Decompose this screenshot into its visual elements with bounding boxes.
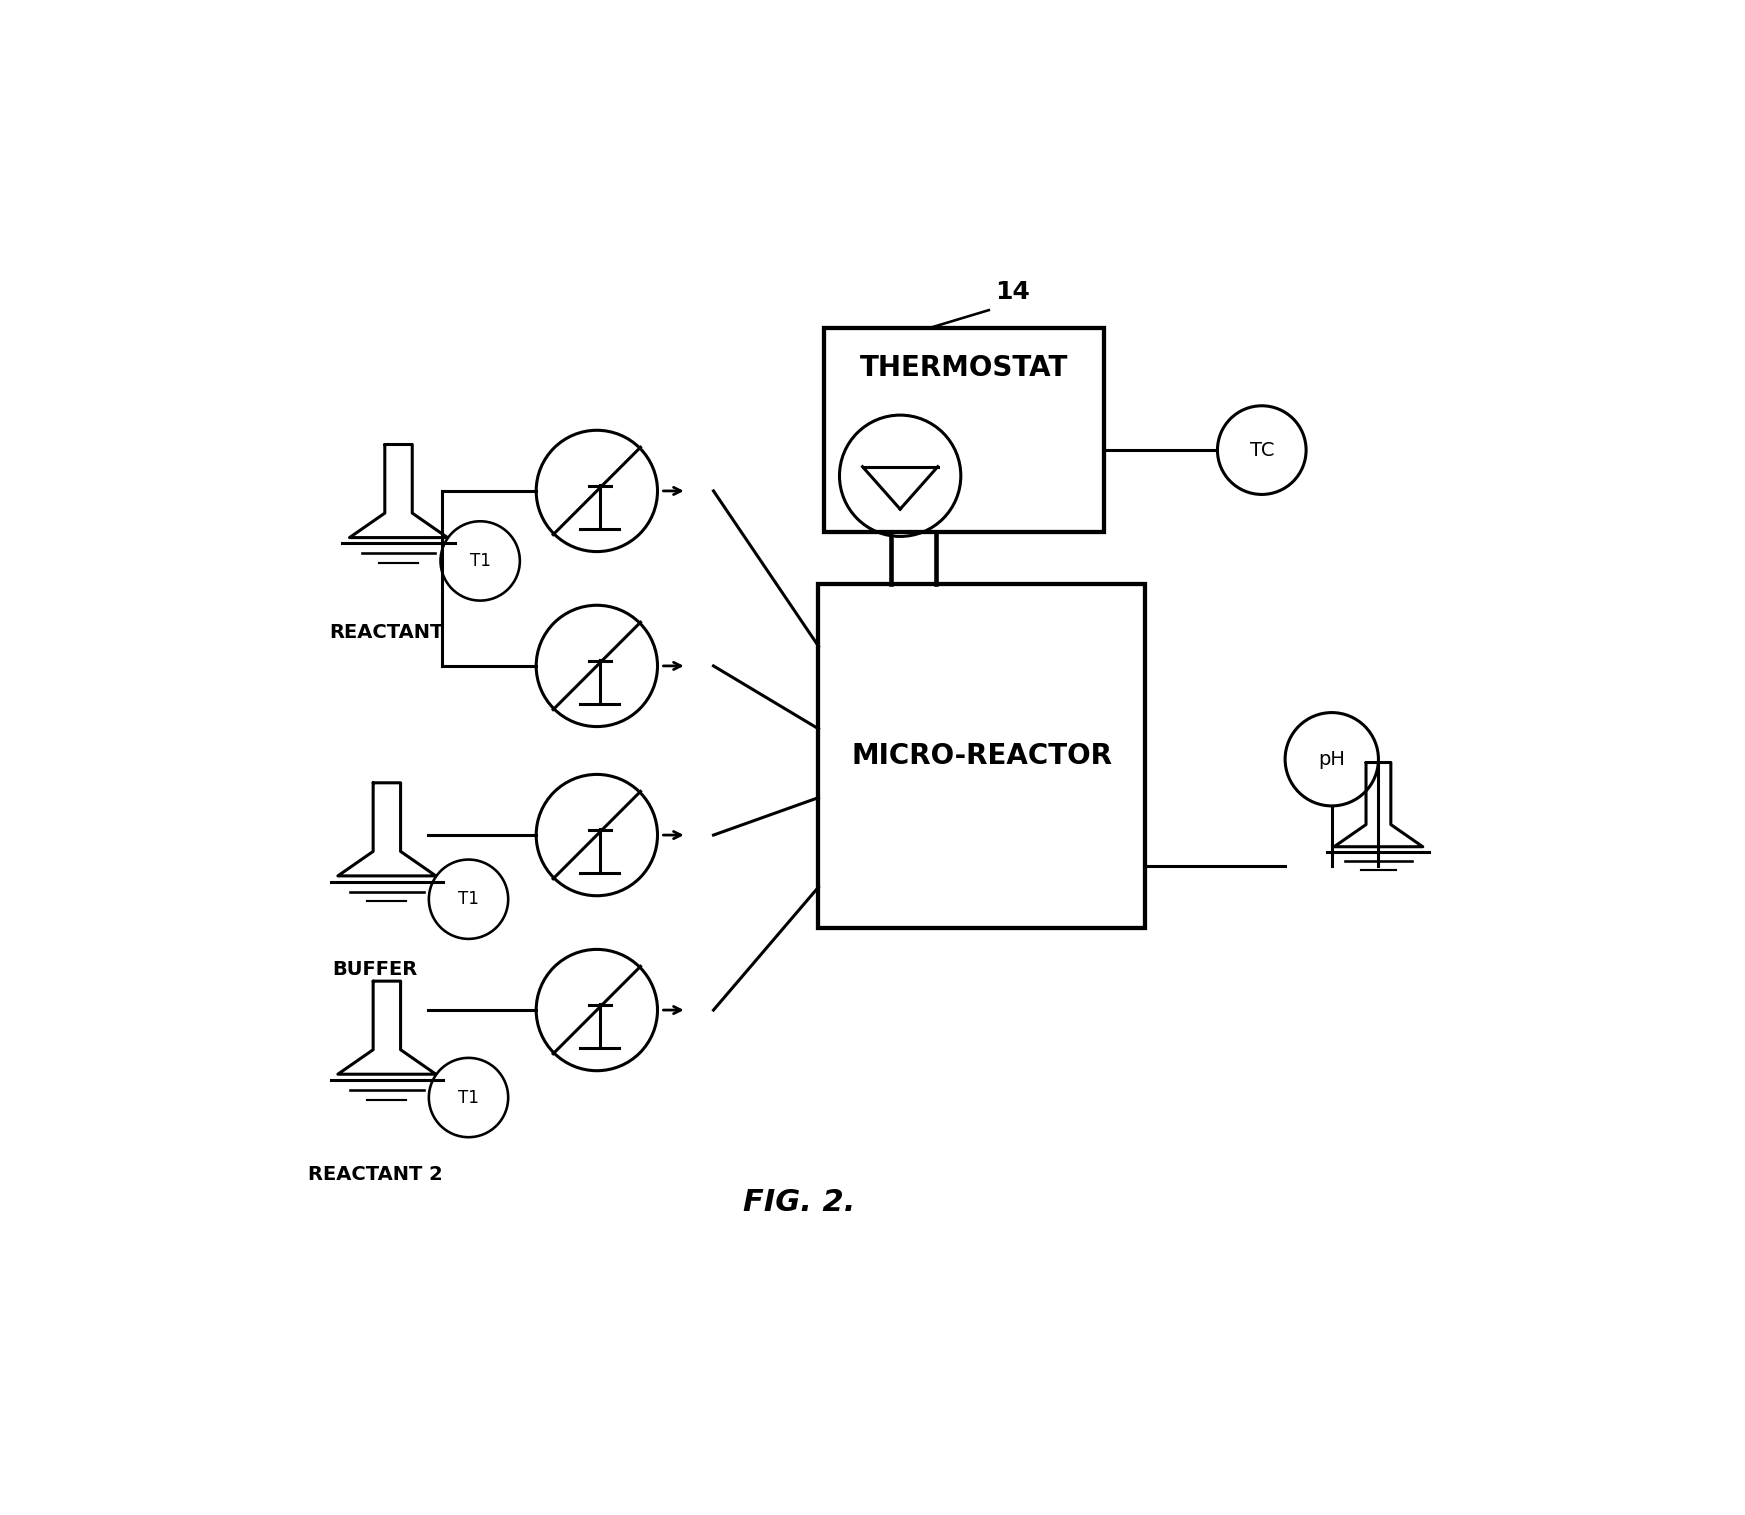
Text: BUFFER: BUFFER <box>333 961 417 979</box>
Text: T1: T1 <box>459 1089 478 1106</box>
Text: REACTANT: REACTANT <box>330 623 443 642</box>
Bar <box>824 327 1105 532</box>
Text: 14: 14 <box>995 280 1030 305</box>
Text: THERMOSTAT: THERMOSTAT <box>860 355 1068 382</box>
Bar <box>818 585 1145 929</box>
Circle shape <box>429 1057 508 1138</box>
Text: T1: T1 <box>469 551 490 570</box>
Circle shape <box>1284 712 1379 806</box>
Text: REACTANT 2: REACTANT 2 <box>307 1165 443 1185</box>
Text: TC: TC <box>1249 441 1274 459</box>
Text: pH: pH <box>1317 750 1345 768</box>
Circle shape <box>440 521 520 600</box>
Text: FIG. 2.: FIG. 2. <box>743 1188 855 1217</box>
Circle shape <box>1218 406 1305 494</box>
Circle shape <box>429 859 508 939</box>
Text: MICRO-REACTOR: MICRO-REACTOR <box>852 742 1112 770</box>
Text: T1: T1 <box>459 891 478 907</box>
